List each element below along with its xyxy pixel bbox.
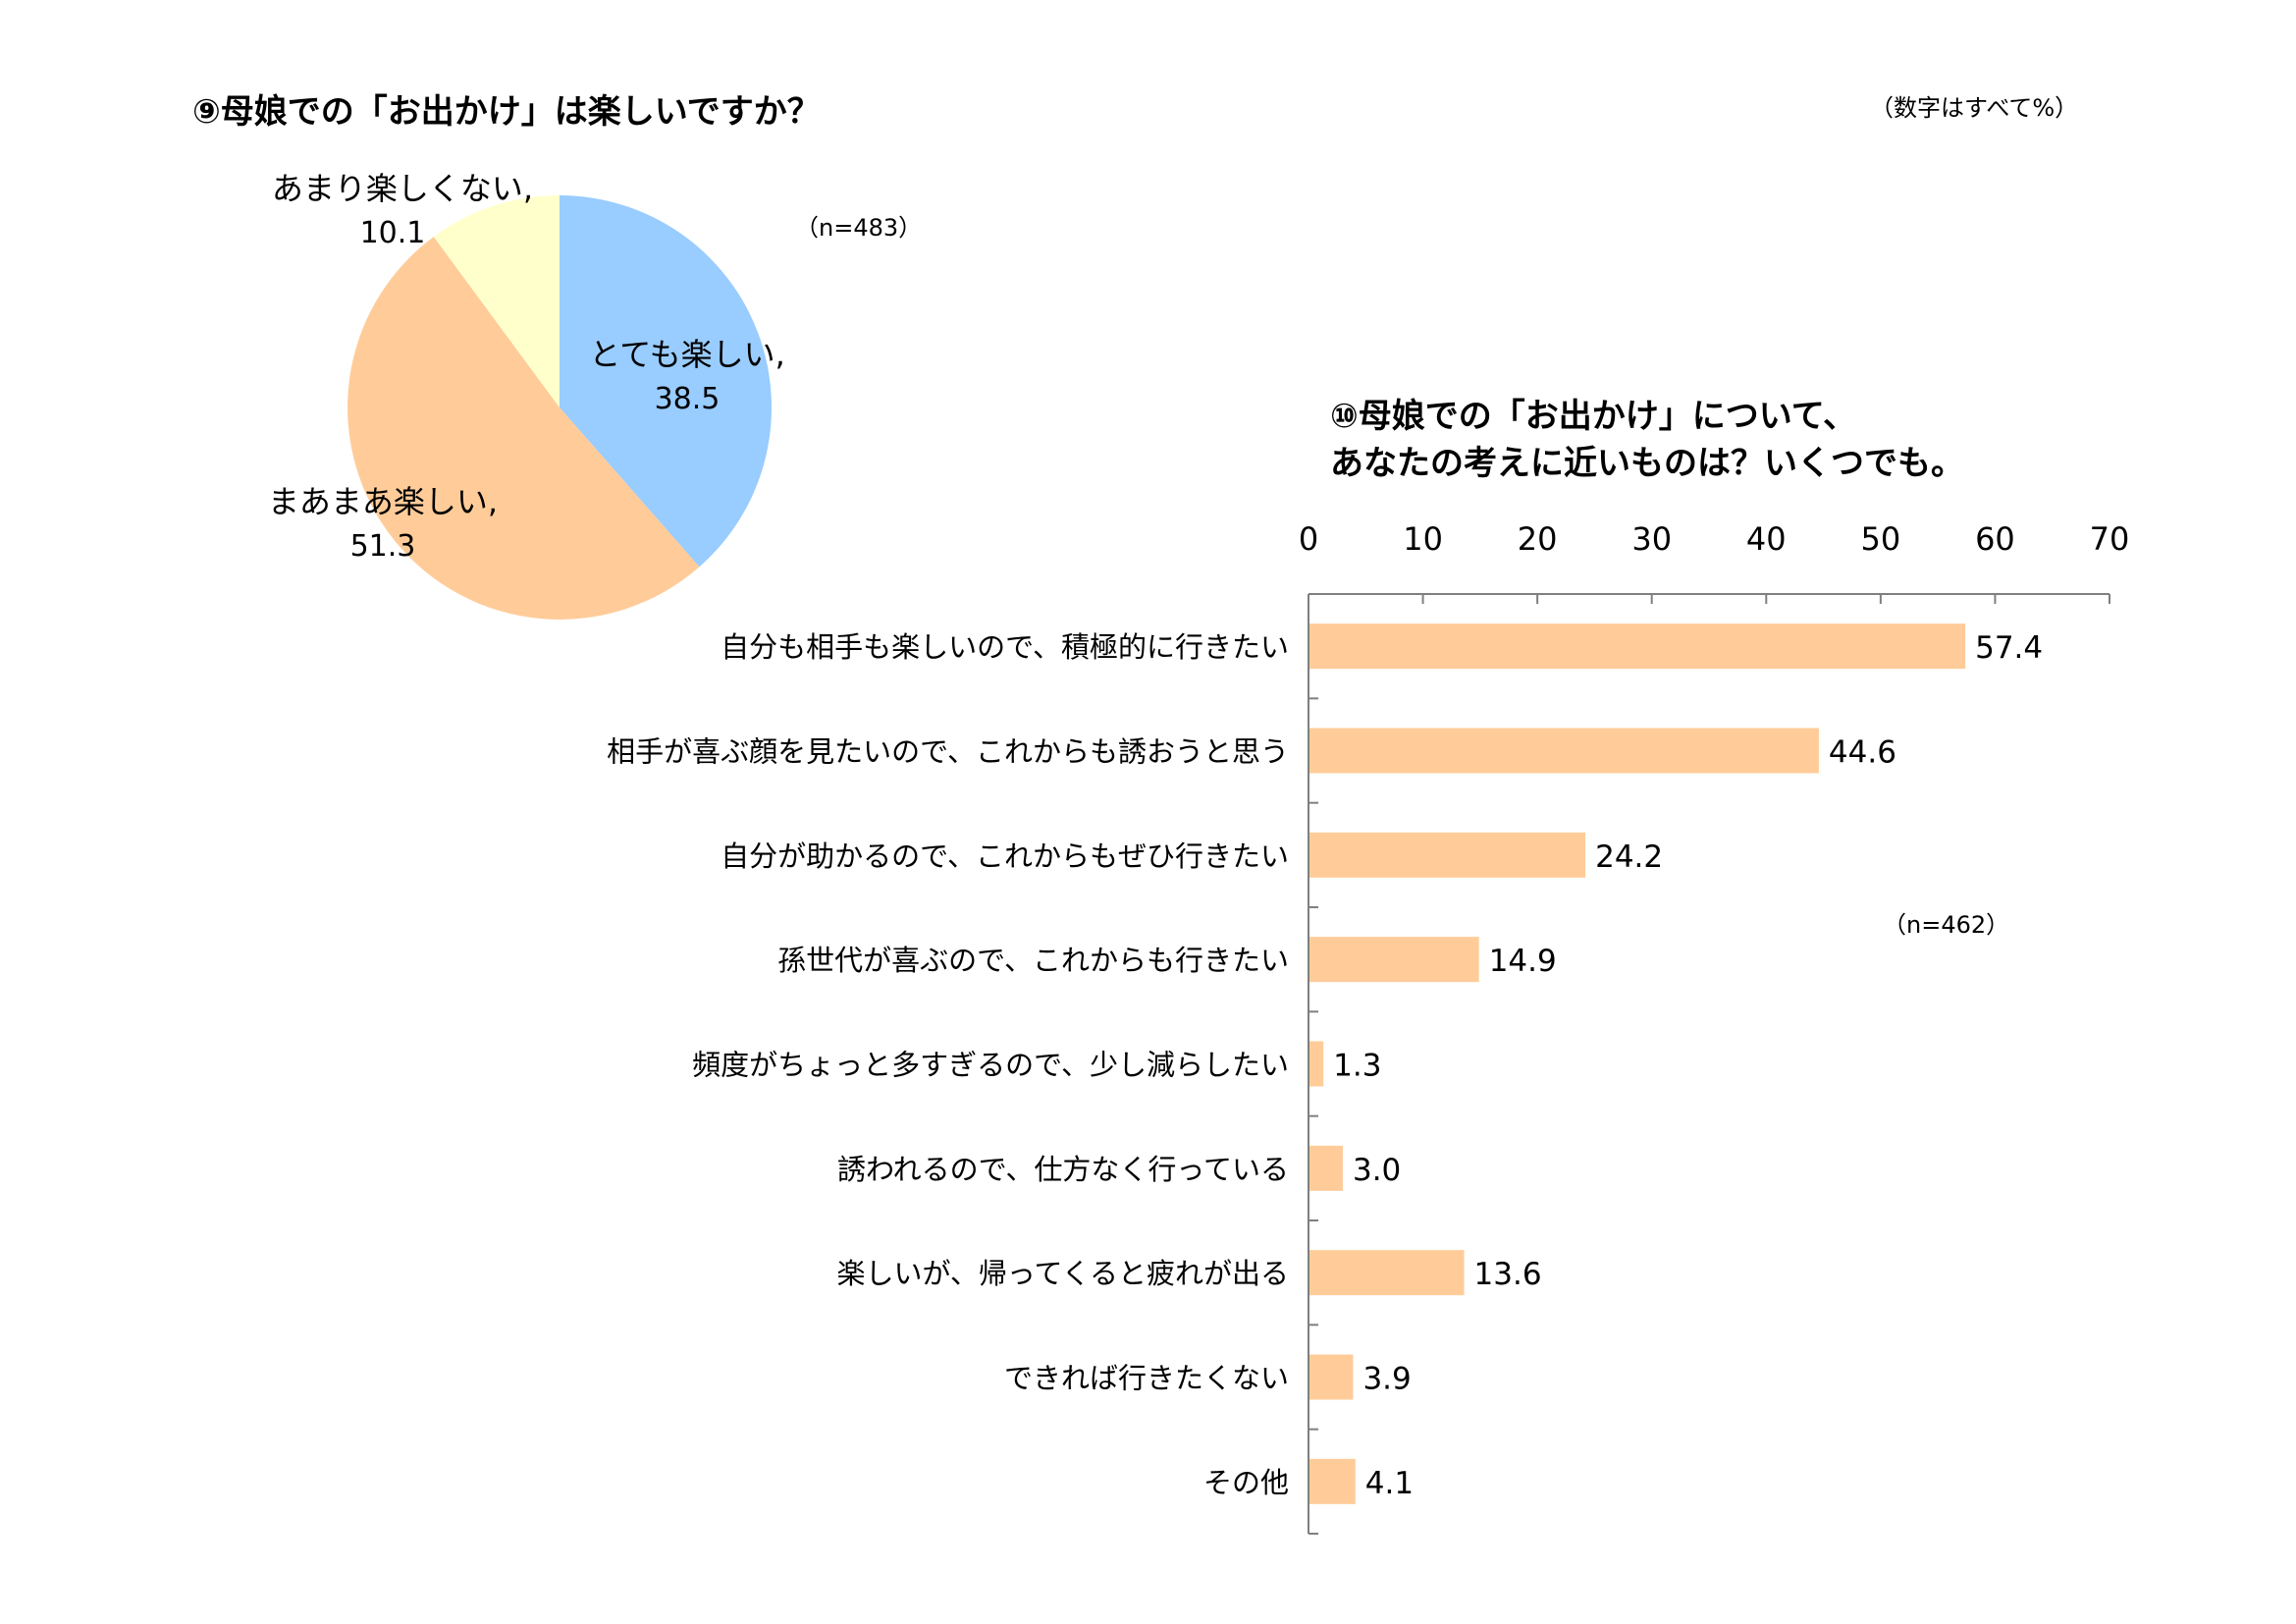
- pie-slice-value: 10.1: [360, 216, 426, 250]
- category-label: 相手が喜ぶ顔を見たいので、これからも誘おうと思う: [607, 735, 1289, 769]
- bar-value-label: 24.2: [1595, 839, 1663, 875]
- pie-slice: [347, 237, 700, 620]
- pie-slice-value: 51.3: [350, 529, 416, 564]
- x-tick-label: 10: [1403, 520, 1443, 558]
- x-tick-label: 60: [1975, 520, 2015, 558]
- pie-slice-label: あまり楽しくない,: [272, 170, 533, 207]
- bar: [1309, 832, 1586, 878]
- category-label: 孫世代が喜ぶので、これからも行きたい: [777, 944, 1289, 977]
- pie-slice: [560, 195, 772, 568]
- category-label: 誘われるので、仕方なく行っている: [837, 1153, 1289, 1186]
- category-label: できれば行きたくない: [1004, 1362, 1289, 1395]
- category-label: 楽しいが、帰ってくると疲れが出る: [836, 1257, 1289, 1290]
- bar-chart-title-line-2: あなたの考えに近いものは？いくつでも。: [1330, 444, 1964, 483]
- pie-slice-label: まあまあ楽しい,: [268, 483, 498, 520]
- x-tick-label: 70: [2090, 520, 2130, 558]
- pie-slice-value: 38.5: [655, 382, 721, 416]
- bar-value-label: 13.6: [1474, 1257, 1542, 1292]
- bar: [1309, 1458, 1356, 1504]
- bar-value-label: 44.6: [1829, 735, 1896, 771]
- bar: [1309, 1250, 1465, 1296]
- unit-note: （数字はすべて%）: [1870, 94, 2079, 122]
- bar-value-label: 3.9: [1362, 1362, 1411, 1397]
- bar-value-label: 1.3: [1333, 1049, 1381, 1084]
- bar: [1309, 937, 1479, 983]
- category-label: 自分が助かるので、これからもぜひ行きたい: [721, 839, 1289, 873]
- pie-slice: [433, 195, 560, 407]
- bar-value-label: 3.0: [1353, 1153, 1401, 1188]
- bar-value-label: 4.1: [1365, 1466, 1414, 1501]
- bar: [1309, 623, 1966, 670]
- bar: [1309, 728, 1819, 774]
- pie-slice-label: とても楽しい,: [589, 336, 785, 373]
- x-tick-label: 30: [1631, 520, 1672, 558]
- x-tick-label: 0: [1299, 520, 1318, 558]
- bar-value-label: 57.4: [1975, 630, 2043, 666]
- bar-sample-size: （n=462）: [1883, 911, 2010, 939]
- x-tick-label: 50: [1860, 520, 1900, 558]
- bar: [1309, 1145, 1343, 1191]
- bar-chart-title-line-1: ⑩母娘での「お出かけ」について、: [1330, 397, 1857, 436]
- x-tick-label: 40: [1746, 520, 1787, 558]
- category-label: 自分も相手も楽しいので、積極的に行きたい: [721, 630, 1289, 664]
- pie-chart-title: ⑨母娘での「お出かけ」は楽しいですか？: [192, 92, 821, 132]
- bar: [1309, 1041, 1324, 1087]
- category-label: 頻度がちょっと多すぎるので、少し減らしたい: [692, 1049, 1289, 1082]
- bar-value-label: 14.9: [1489, 944, 1557, 979]
- pie-chart: とても楽しい, 38.5 まあまあ楽しい, 51.3 あまり楽しくない, 10.1: [268, 170, 785, 620]
- category-label: その他: [1203, 1466, 1289, 1499]
- pie-sample-size: （n=483）: [795, 214, 923, 242]
- x-tick-label: 20: [1518, 520, 1558, 558]
- bar: [1309, 1354, 1354, 1400]
